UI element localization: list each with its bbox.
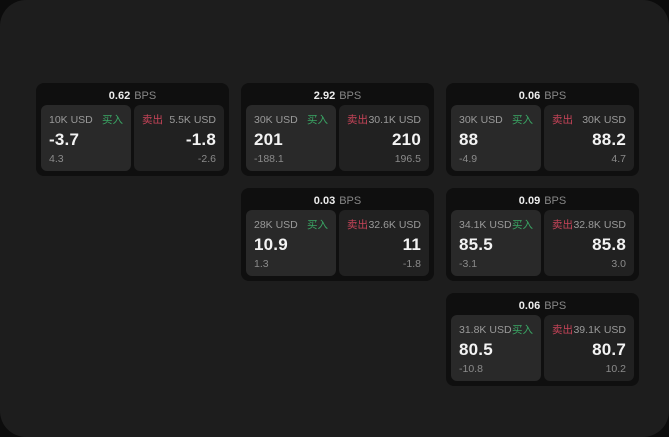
buy-panel[interactable]: 31.8K USD 买入 80.5 -10.8: [451, 315, 541, 381]
card-header: 0.62 BPS: [41, 87, 224, 105]
buy-price: -3.7: [49, 130, 80, 149]
buy-sub-value: 1.3: [254, 258, 269, 270]
quote-panels: 34.1K USD 买入 85.5 -3.1 卖出 32.8K USD 85.8…: [451, 210, 634, 276]
sell-sub-value: -2.6: [197, 153, 216, 165]
sell-amount: 32.8K USD: [573, 219, 626, 231]
sell-sub-value: -1.8: [402, 258, 421, 270]
bps-value: 0.62: [108, 90, 131, 102]
sell-action-label[interactable]: 卖出: [347, 114, 368, 126]
buy-panel[interactable]: 10K USD 买入 -3.7 4.3: [41, 105, 131, 171]
buy-sub-value: -4.9: [459, 153, 478, 165]
buy-action-label[interactable]: 买入: [512, 114, 533, 126]
card-header: 0.03 BPS: [246, 192, 429, 210]
buy-panel[interactable]: 28K USD 买入 10.9 1.3: [246, 210, 336, 276]
sell-sub-value: 4.7: [611, 153, 626, 165]
quote-card: 0.03 BPS 28K USD 买入 10.9 1.3 卖出 32.6K US…: [241, 188, 434, 281]
bps-value: 2.92: [313, 90, 336, 102]
buy-amount: 30K USD: [459, 114, 503, 126]
sell-price: -1.8: [185, 130, 216, 149]
quote-panels: 10K USD 买入 -3.7 4.3 卖出 5.5K USD -1.8 -2.…: [41, 105, 224, 171]
sell-panel[interactable]: 卖出 32.6K USD 11 -1.8: [339, 210, 429, 276]
sell-amount: 39.1K USD: [573, 324, 626, 336]
buy-price: 80.5: [459, 340, 493, 359]
sell-sub-value: 3.0: [611, 258, 626, 270]
buy-price: 10.9: [254, 235, 288, 254]
buy-action-label[interactable]: 买入: [512, 324, 533, 336]
sell-amount: 32.6K USD: [368, 219, 421, 231]
sell-action-label[interactable]: 卖出: [552, 114, 573, 126]
bps-unit-label: BPS: [544, 195, 567, 207]
sell-panel[interactable]: 卖出 30K USD 88.2 4.7: [544, 105, 634, 171]
bps-unit-label: BPS: [544, 90, 567, 102]
quote-card: 0.09 BPS 34.1K USD 买入 85.5 -3.1 卖出 32.8K…: [446, 188, 639, 281]
quote-panels: 30K USD 买入 201 -188.1 卖出 30.1K USD 210 1…: [246, 105, 429, 171]
buy-sub-value: -10.8: [459, 363, 483, 375]
buy-amount: 31.8K USD: [459, 324, 512, 336]
bps-unit-label: BPS: [544, 300, 567, 312]
card-header: 0.09 BPS: [451, 192, 634, 210]
card-header: 2.92 BPS: [246, 87, 429, 105]
buy-amount: 34.1K USD: [459, 219, 512, 231]
quote-panels: 30K USD 买入 88 -4.9 卖出 30K USD 88.2 4.7: [451, 105, 634, 171]
buy-action-label[interactable]: 买入: [512, 219, 533, 231]
sell-panel[interactable]: 卖出 30.1K USD 210 196.5: [339, 105, 429, 171]
sell-amount: 30K USD: [582, 114, 626, 126]
card-header: 0.06 BPS: [451, 297, 634, 315]
sell-price: 210: [392, 130, 421, 149]
quote-panels: 28K USD 买入 10.9 1.3 卖出 32.6K USD 11 -1.8: [246, 210, 429, 276]
sell-price: 11: [402, 235, 421, 254]
buy-action-label[interactable]: 买入: [102, 114, 123, 126]
buy-price: 85.5: [459, 235, 493, 254]
bps-value: 0.03: [313, 195, 336, 207]
sell-price: 80.7: [592, 340, 626, 359]
buy-action-label[interactable]: 买入: [307, 219, 328, 231]
sell-price: 88.2: [592, 130, 626, 149]
buy-panel[interactable]: 30K USD 买入 88 -4.9: [451, 105, 541, 171]
buy-action-label[interactable]: 买入: [307, 114, 328, 126]
bps-unit-label: BPS: [339, 90, 362, 102]
card-header: 0.06 BPS: [451, 87, 634, 105]
sell-panel[interactable]: 卖出 5.5K USD -1.8 -2.6: [134, 105, 224, 171]
buy-price: 88: [459, 130, 479, 149]
sell-amount: 5.5K USD: [169, 114, 216, 126]
sell-panel[interactable]: 卖出 39.1K USD 80.7 10.2: [544, 315, 634, 381]
buy-amount: 28K USD: [254, 219, 298, 231]
sell-action-label[interactable]: 卖出: [552, 324, 573, 336]
buy-sub-value: 4.3: [49, 153, 64, 165]
sell-panel[interactable]: 卖出 32.8K USD 85.8 3.0: [544, 210, 634, 276]
bps-value: 0.06: [518, 90, 541, 102]
bps-value: 0.09: [518, 195, 541, 207]
sell-sub-value: 196.5: [394, 153, 421, 165]
sell-action-label[interactable]: 卖出: [142, 114, 163, 126]
sell-action-label[interactable]: 卖出: [552, 219, 573, 231]
buy-price: 201: [254, 130, 283, 149]
sell-sub-value: 10.2: [605, 363, 626, 375]
quote-panels: 31.8K USD 买入 80.5 -10.8 卖出 39.1K USD 80.…: [451, 315, 634, 381]
sell-action-label[interactable]: 卖出: [347, 219, 368, 231]
sell-price: 85.8: [592, 235, 626, 254]
buy-sub-value: -3.1: [459, 258, 478, 270]
quote-card: 2.92 BPS 30K USD 买入 201 -188.1 卖出 30.1K …: [241, 83, 434, 176]
buy-panel[interactable]: 30K USD 买入 201 -188.1: [246, 105, 336, 171]
quote-card: 0.06 BPS 30K USD 买入 88 -4.9 卖出 30K USD 8…: [446, 83, 639, 176]
bps-unit-label: BPS: [339, 195, 362, 207]
buy-panel[interactable]: 34.1K USD 买入 85.5 -3.1: [451, 210, 541, 276]
quote-card: 0.62 BPS 10K USD 买入 -3.7 4.3 卖出 5.5K USD…: [36, 83, 229, 176]
buy-amount: 10K USD: [49, 114, 93, 126]
bps-value: 0.06: [518, 300, 541, 312]
buy-amount: 30K USD: [254, 114, 298, 126]
quote-card: 0.06 BPS 31.8K USD 买入 80.5 -10.8 卖出 39.1…: [446, 293, 639, 386]
buy-sub-value: -188.1: [254, 153, 284, 165]
sell-amount: 30.1K USD: [368, 114, 421, 126]
bps-unit-label: BPS: [134, 90, 157, 102]
